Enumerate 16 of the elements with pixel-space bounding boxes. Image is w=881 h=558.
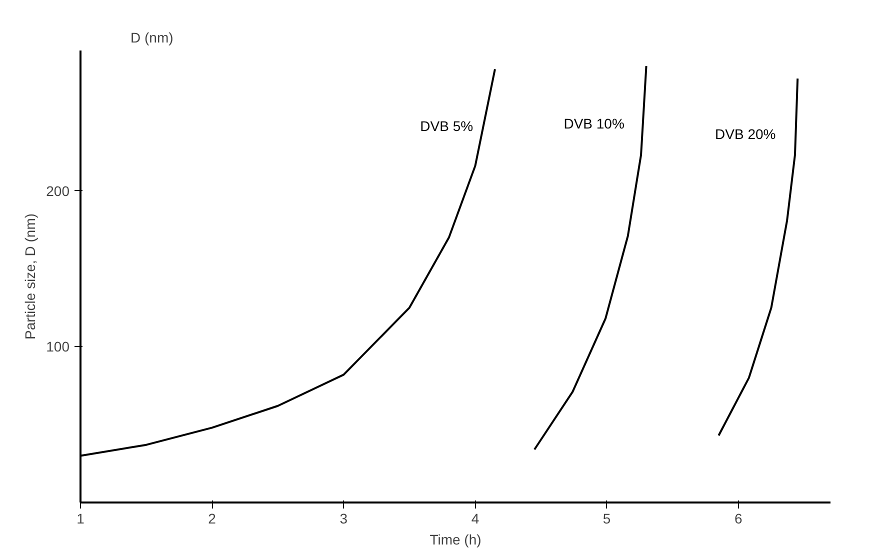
x-tick-label: 4 (471, 510, 480, 526)
x-axis-title: Time (h) (430, 532, 482, 548)
y-axis-title: Particle size, D (nm) (22, 213, 38, 340)
line-series (533, 65, 648, 451)
x-tick-label: 2 (208, 510, 216, 526)
x-tick-label: 1 (76, 510, 85, 526)
line-series (718, 78, 799, 436)
series-label: DVB 5% (420, 118, 474, 134)
y-tick-label: 200 (46, 182, 70, 199)
x-tick-label: 6 (734, 510, 742, 526)
x-tick-label: 5 (602, 510, 611, 526)
series-label: DVB 20% (715, 126, 776, 142)
x-tick-label: 3 (340, 510, 348, 526)
text: D (nm) (130, 30, 174, 46)
y-tick-label: 100 (46, 338, 70, 355)
series-label: DVB 10% (564, 116, 624, 132)
